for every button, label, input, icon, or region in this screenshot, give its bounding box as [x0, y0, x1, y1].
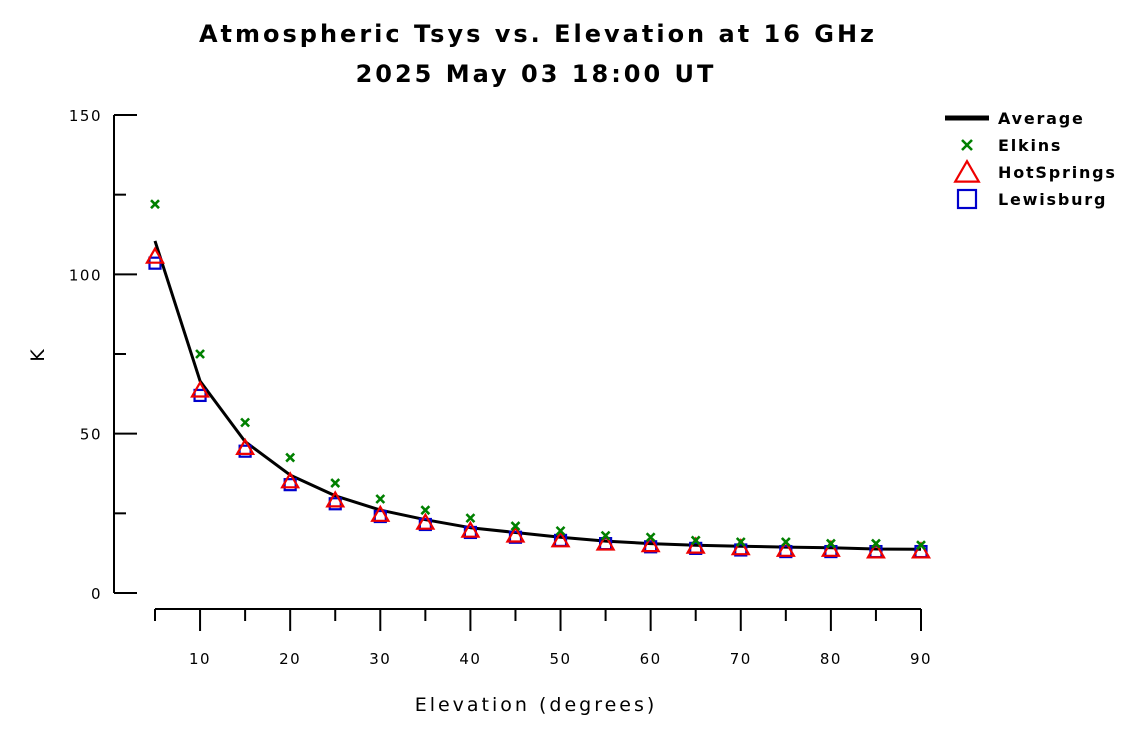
x-tick-label: 80 [820, 650, 842, 668]
x-stroke [555, 525, 566, 536]
x-stroke [465, 513, 476, 524]
hotsprings-point [235, 437, 256, 455]
elkins-point [195, 349, 205, 359]
hotsprings-point [775, 539, 796, 557]
y-tick-label: 150 [69, 107, 102, 125]
average-line [153, 240, 922, 551]
marker-series [144, 199, 932, 559]
x-tick-label: 50 [549, 650, 571, 668]
elkins-point [465, 513, 476, 524]
elkins-point [240, 417, 251, 428]
legend-label: Average [998, 109, 1085, 128]
hotsprings-point [550, 530, 571, 548]
x-stroke [916, 540, 926, 551]
x-stroke [825, 538, 836, 549]
x-tick-label: 40 [459, 650, 481, 668]
elkins-point [690, 535, 701, 546]
elkins-point [780, 537, 791, 547]
elkins-point [555, 525, 566, 536]
elkins-point [645, 532, 656, 543]
x-stroke [961, 139, 973, 151]
average-series [153, 240, 922, 551]
hotsprings-point [640, 534, 661, 553]
hotsprings-point [505, 525, 526, 543]
chart-title: Atmospheric Tsys vs. Elevation at 16 GHz [199, 20, 877, 48]
x-stroke [645, 532, 656, 543]
x-tick-label: 90 [910, 650, 932, 668]
hotsprings-point [910, 541, 932, 559]
chart-subtitle: 2025 May 03 18:00 UT [356, 60, 717, 88]
hotsprings-point [280, 471, 301, 489]
legend-swatch-lewisburg [956, 188, 978, 210]
x-stroke [871, 538, 881, 549]
elkins-point [510, 521, 521, 531]
elkins-point [150, 199, 160, 210]
hotsprings-point [595, 533, 616, 551]
legend-label: HotSprings [998, 163, 1117, 182]
elkins-point [330, 478, 341, 488]
legend-label: Lewisburg [998, 190, 1107, 209]
y-tick-label: 50 [80, 426, 102, 444]
elkins-point [916, 540, 926, 551]
elkins-point [420, 505, 431, 516]
x-axis-label: Elevation (degrees) [415, 694, 658, 716]
x-tick-label: 60 [640, 650, 662, 668]
x-stroke [195, 349, 205, 359]
y-tick-label: 100 [69, 266, 102, 284]
x-stroke [285, 452, 296, 463]
x-stroke [330, 478, 341, 488]
x-stroke [420, 505, 431, 516]
axes: 0 50 100 150 10 20 30 40 50 60 70 80 90 [69, 107, 932, 668]
x-tick-label: 20 [279, 650, 301, 668]
elkins-point [735, 537, 746, 547]
y-tick-label: 0 [91, 585, 102, 603]
x-stroke [150, 199, 160, 210]
hotsprings-point [730, 538, 751, 556]
x-stroke [600, 530, 611, 541]
x-stroke [690, 535, 701, 546]
hotsprings-point [460, 520, 481, 538]
legend: Average Elkins HotSprings Lewisburg [945, 109, 1117, 210]
hotsprings-point [370, 504, 391, 522]
x-tick-label: 70 [730, 650, 752, 668]
hotsprings-point [865, 541, 886, 559]
x-stroke [780, 537, 791, 547]
x-stroke [375, 494, 386, 504]
elkins-point [871, 538, 881, 549]
hotsprings-point [820, 539, 841, 557]
x-stroke [240, 417, 251, 428]
elkins-point [285, 452, 296, 463]
x-stroke [735, 537, 746, 547]
legend-swatch-elkins [961, 139, 973, 151]
legend-swatch-hotsprings [953, 159, 981, 183]
elkins-point [375, 494, 386, 504]
hotsprings-point [685, 536, 706, 554]
hotsprings-point [415, 512, 436, 530]
x-tick-label: 10 [189, 650, 211, 668]
hotsprings-point [325, 490, 346, 508]
x-tick-label: 30 [369, 650, 391, 668]
legend-label: Elkins [998, 136, 1062, 155]
x-stroke [510, 521, 521, 531]
hotsprings-point [144, 246, 166, 264]
y-axis-label: K [27, 346, 49, 361]
elkins-point [825, 538, 836, 549]
elkins-point [600, 530, 611, 541]
hotsprings-point [190, 380, 211, 398]
